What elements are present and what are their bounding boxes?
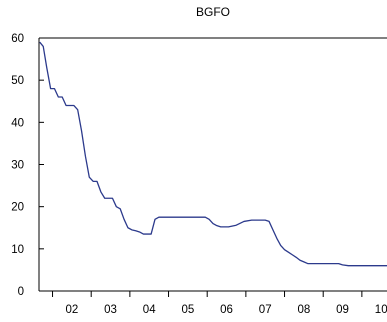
y-axis: 0 10 20 30 40 50 60 [11, 33, 44, 298]
y-tick-label-40: 40 [11, 117, 24, 129]
y-tick-label-50: 50 [11, 75, 24, 87]
y-tick-label-10: 10 [11, 244, 24, 256]
x-tick-label-10: 10 [375, 304, 387, 316]
x-tick-label-02: 02 [65, 304, 78, 316]
x-tick-label-04: 04 [143, 304, 156, 316]
series-line-0 [39, 41, 387, 267]
y-tick-label-0: 0 [18, 286, 24, 298]
x-axis: 02 03 04 05 06 07 08 09 10 [52, 291, 387, 316]
series-group [39, 41, 387, 267]
y-tick-label-20: 20 [11, 202, 24, 214]
y-tick-label-30: 30 [11, 160, 24, 172]
x-tick-label-09: 09 [336, 304, 349, 316]
x-tick-label-03: 03 [104, 304, 117, 316]
x-tick-label-07: 07 [259, 304, 272, 316]
x-tick-label-05: 05 [181, 304, 194, 316]
x-tick-label-08: 08 [297, 304, 310, 316]
chart-title: BGFO [196, 5, 230, 19]
y-tick-label-60: 60 [11, 33, 24, 45]
x-tick-label-06: 06 [220, 304, 233, 316]
plot-frame [38, 37, 387, 292]
